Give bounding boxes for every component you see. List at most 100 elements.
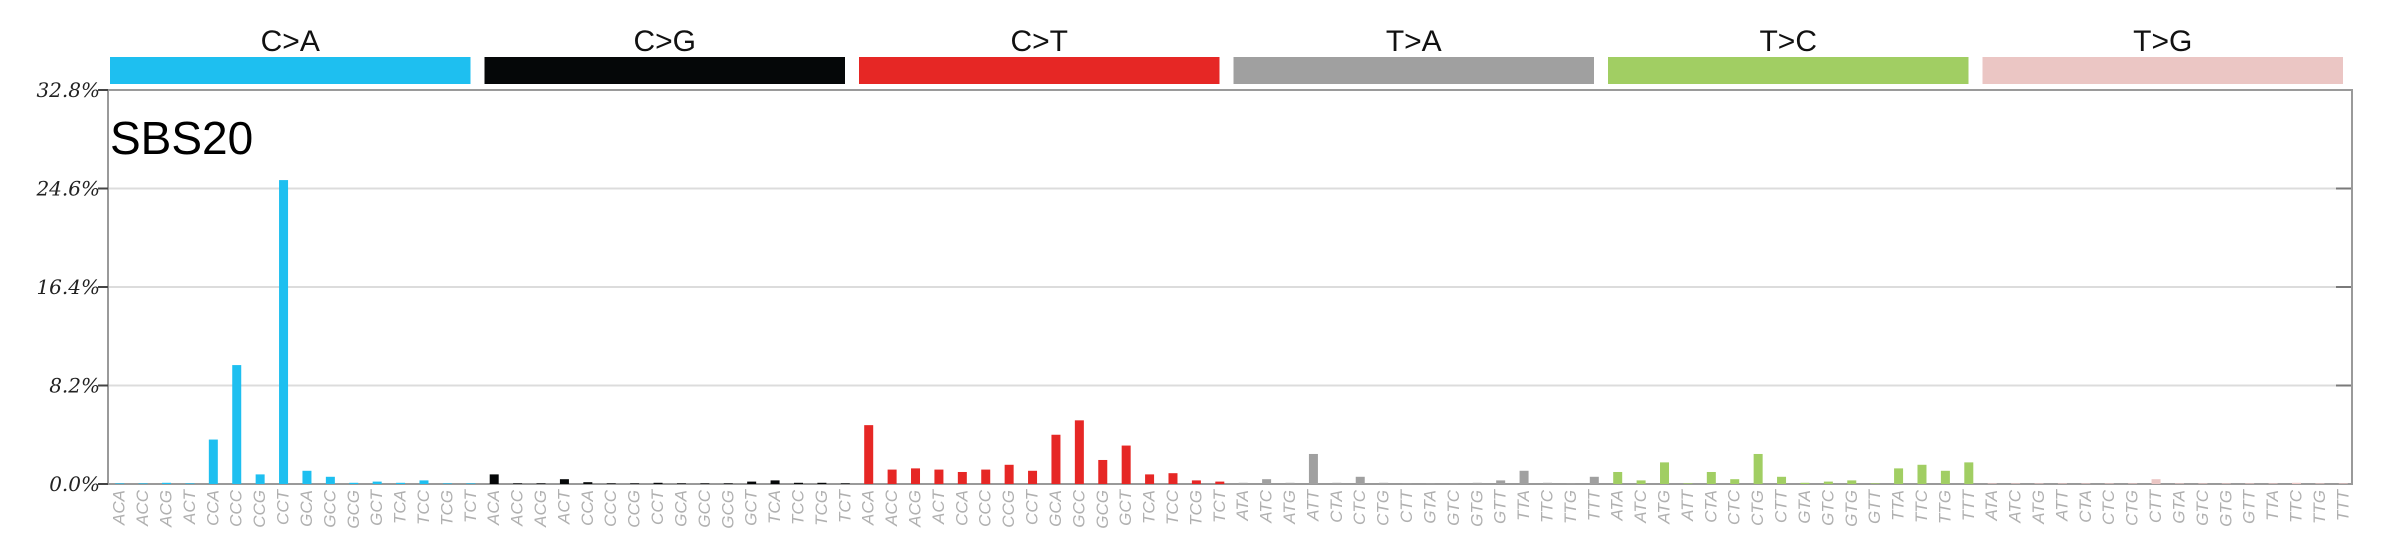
x-tick-label: TCT — [1210, 488, 1229, 523]
mutation-type-label: C>G — [633, 25, 696, 58]
x-tick-label: ACA — [484, 490, 503, 526]
bar — [1238, 482, 1248, 484]
bar — [1894, 468, 1904, 484]
x-tick-label: ATG — [2029, 490, 2048, 525]
y-tick-label: 24.6% — [35, 177, 100, 201]
x-tick-label: TCC — [414, 489, 433, 525]
x-tick-label: GTA — [1420, 490, 1439, 524]
x-tick-label: TTC — [1537, 489, 1556, 523]
x-tick-label: GTA — [2169, 490, 2188, 524]
bar — [2011, 483, 2021, 484]
x-tick-label: CCA — [578, 490, 597, 526]
bar — [1262, 479, 1272, 484]
mutation-type-band — [1608, 57, 1969, 84]
bar — [1730, 479, 1740, 484]
x-tick-label: ATA — [1233, 490, 1252, 522]
bar — [2057, 483, 2067, 484]
bar — [559, 479, 569, 484]
bar — [255, 474, 265, 484]
y-tick-label: 32.8% — [36, 78, 100, 102]
bar — [2291, 482, 2301, 484]
bar — [442, 483, 452, 484]
y-axis-ticks: 0.0% 8.2% 16.4% 24.6% 32.8% — [35, 78, 108, 496]
x-tick-label: ACA — [859, 490, 878, 526]
x-tick-label: GTC — [2193, 489, 2212, 526]
bar — [1589, 476, 1599, 484]
x-axis-ticks: ACA ACC ACG ACT CCA CCC CCG CCT GCA GCC GCG GCT TCA T… — [110, 488, 2353, 528]
x-tick-label: TTG — [2310, 490, 2329, 524]
x-tick-label: TCG — [812, 490, 831, 526]
x-tick-label: GCG — [344, 490, 363, 529]
x-tick-label: CCC — [601, 489, 620, 527]
bar — [583, 482, 593, 484]
bar — [1519, 470, 1529, 484]
bar — [1800, 482, 1810, 484]
bar — [1870, 483, 1880, 484]
x-tick-label: ATT — [1303, 488, 1322, 521]
bar — [2104, 483, 2114, 484]
bars — [115, 180, 2348, 484]
x-tick-label: ATG — [1655, 490, 1674, 525]
bar — [162, 482, 172, 484]
x-tick-label: GTG — [1842, 490, 1861, 527]
bar — [2268, 483, 2278, 484]
x-tick-label: ATC — [1631, 489, 1650, 523]
mutation-type-band — [859, 57, 1220, 84]
bar — [700, 483, 710, 484]
x-tick-label: TTC — [2286, 489, 2305, 523]
bar — [1542, 482, 1552, 484]
x-tick-label: TCC — [1163, 489, 1182, 525]
x-tick-label: CCC — [976, 489, 995, 527]
bar — [279, 180, 289, 484]
bar — [396, 482, 406, 484]
bar — [1051, 434, 1061, 484]
bar — [1098, 459, 1108, 484]
bar — [1566, 483, 1576, 484]
bar — [723, 483, 733, 484]
bar — [981, 469, 991, 484]
bar — [1379, 482, 1389, 484]
bar — [419, 480, 429, 484]
bar — [2245, 483, 2255, 484]
bar — [2221, 483, 2231, 484]
bar — [325, 476, 335, 484]
bar — [606, 483, 616, 484]
bar — [2151, 479, 2161, 484]
x-tick-label: GCC — [1069, 489, 1088, 528]
x-tick-label: CTA — [2076, 490, 2095, 523]
bar — [1706, 471, 1716, 484]
mutation-type-band — [1982, 57, 2343, 84]
x-tick-label: GTC — [1818, 489, 1837, 526]
x-tick-label: ACG — [906, 490, 925, 528]
x-tick-label: CCA — [952, 490, 971, 526]
bar — [372, 481, 382, 484]
x-tick-label: ATA — [1982, 490, 2001, 522]
x-tick-label: CTG — [1748, 490, 1767, 526]
bar — [1308, 453, 1318, 484]
bar — [2315, 483, 2325, 484]
x-tick-label: TCA — [391, 490, 410, 524]
x-tick-label: CCT — [274, 488, 293, 525]
bar — [1940, 470, 1950, 484]
x-tick-label: CCA — [203, 490, 222, 526]
mutation-type-band — [484, 57, 845, 84]
bar — [1332, 482, 1342, 484]
x-tick-label: CTT — [1772, 488, 1791, 523]
bar — [630, 483, 640, 484]
bar — [957, 471, 967, 484]
mutation-type-label: C>T — [1010, 25, 1068, 58]
x-tick-label: ACG — [157, 490, 176, 528]
x-tick-label: GCC — [320, 489, 339, 528]
bar — [864, 425, 874, 484]
y-tick-label: 8.2% — [49, 374, 100, 398]
bar — [1402, 483, 1412, 484]
x-tick-label: ACA — [110, 490, 129, 526]
bar — [934, 469, 944, 484]
gridlines — [108, 187, 2352, 387]
x-tick-label: ACC — [882, 489, 901, 527]
x-tick-label: CTG — [1374, 490, 1393, 526]
bar — [2198, 483, 2208, 484]
x-tick-label: TCT — [835, 488, 854, 523]
bar — [1917, 464, 1927, 484]
x-tick-label: TCG — [1186, 490, 1205, 526]
